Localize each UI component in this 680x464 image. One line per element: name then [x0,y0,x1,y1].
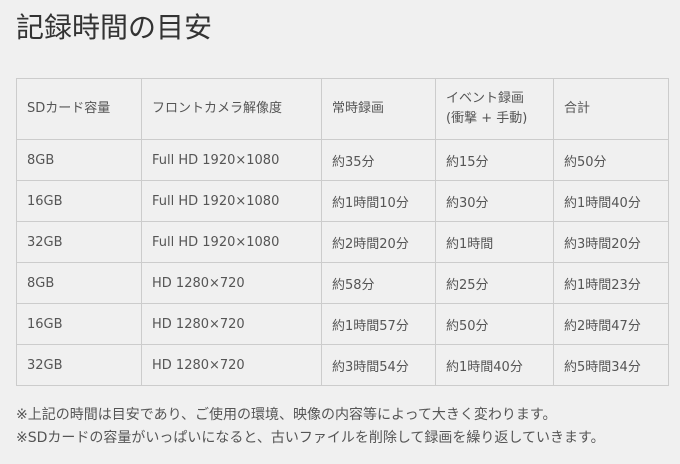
cell-resolution: Full HD 1920×1080 [141,139,322,181]
header-event-sub: (衝撃 + 手動) [446,111,528,126]
header-resolution: フロントカメラ解像度 [141,78,322,140]
cell-total: 約5時間34分 [553,344,669,386]
cell-sd-capacity: 32GB [16,221,142,263]
cell-total: 約2時間47分 [553,303,669,345]
cell-total: 約50分 [553,139,669,181]
header-continuous: 常時録画 [321,78,436,140]
cell-continuous: 約2時間20分 [321,221,436,263]
cell-sd-capacity: 8GB [16,139,142,181]
page-title: 記録時間の目安 [16,11,213,44]
cell-event: 約25分 [435,262,554,304]
cell-continuous: 約58分 [321,262,436,304]
cell-event: 約50分 [435,303,554,345]
cell-continuous: 約3時間54分 [321,344,436,386]
table-row: 32GB HD 1280×720 約3時間54分 約1時間40分 約5時間34分 [16,344,669,386]
table-row: 32GB Full HD 1920×1080 約2時間20分 約1時間 約3時間20分 [16,221,669,263]
cell-sd-capacity: 32GB [16,344,142,386]
recording-time-table: SDカード容量 フロントカメラ解像度 常時録画 イベント録画 (衝撃 + 手動) … [16,78,669,386]
notes: ※上記の時間は目安であり、ご使用の環境、映像の内容等によって大きく変わります。 … [16,404,605,450]
note: ※上記の時間は目安であり、ご使用の環境、映像の内容等によって大きく変わります。 [16,407,557,423]
cell-event: 約1時間40分 [435,344,554,386]
table-row: 8GB Full HD 1920×1080 約35分 約15分 約50分 [16,139,669,181]
header-sd-capacity: SDカード容量 [16,78,142,140]
note: ※SDカードの容量がいっぱいになると、古いファイルを削除して録画を繰り返していき… [16,430,605,446]
cell-sd-capacity: 16GB [16,180,142,222]
cell-continuous: 約35分 [321,139,436,181]
cell-resolution: HD 1280×720 [141,303,322,345]
cell-continuous: 約1時間10分 [321,180,436,222]
cell-event: 約1時間 [435,221,554,263]
table-row: 8GB HD 1280×720 約58分 約25分 約1時間23分 [16,262,669,304]
table-row: 16GB Full HD 1920×1080 約1時間10分 約30分 約1時間40分 [16,180,669,222]
cell-event: 約30分 [435,180,554,222]
cell-resolution: Full HD 1920×1080 [141,221,322,263]
cell-resolution: HD 1280×720 [141,344,322,386]
cell-sd-capacity: 8GB [16,262,142,304]
table-row: 16GB HD 1280×720 約1時間57分 約50分 約2時間47分 [16,303,669,345]
cell-resolution: Full HD 1920×1080 [141,180,322,222]
header-event: イベント録画 (衝撃 + 手動) [435,78,554,140]
cell-sd-capacity: 16GB [16,303,142,345]
table-header-row: SDカード容量 フロントカメラ解像度 常時録画 イベント録画 (衝撃 + 手動) … [16,78,669,140]
cell-resolution: HD 1280×720 [141,262,322,304]
cell-continuous: 約1時間57分 [321,303,436,345]
header-total: 合計 [553,78,669,140]
cell-event: 約15分 [435,139,554,181]
cell-total: 約1時間40分 [553,180,669,222]
cell-total: 約3時間20分 [553,221,669,263]
cell-total: 約1時間23分 [553,262,669,304]
header-event-label: イベント録画 [446,91,525,106]
